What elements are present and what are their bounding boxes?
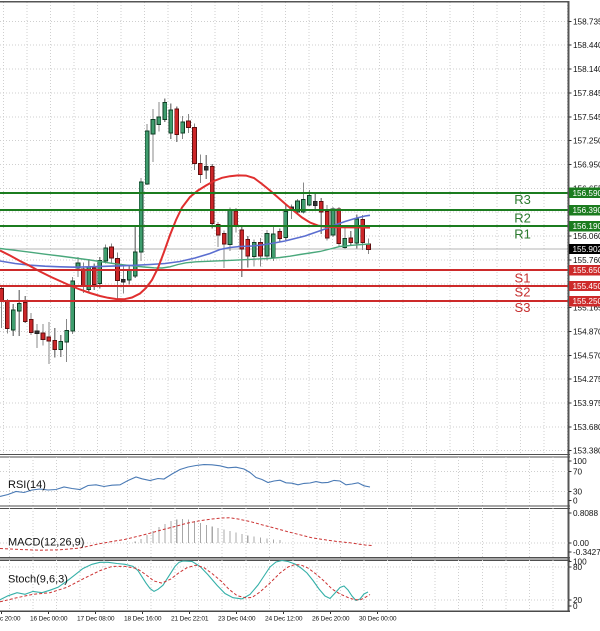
svg-text:24 Dec 12:00: 24 Dec 12:00 bbox=[265, 616, 303, 623]
svg-text:157.845: 157.845 bbox=[573, 89, 600, 98]
svg-text:100: 100 bbox=[573, 457, 587, 466]
svg-text:156.060: 156.060 bbox=[573, 232, 600, 241]
svg-text:S1: S1 bbox=[515, 271, 531, 286]
svg-text:155.450: 155.450 bbox=[573, 282, 600, 291]
svg-text:156.590: 156.590 bbox=[573, 189, 600, 198]
svg-text:154.570: 154.570 bbox=[573, 351, 600, 360]
svg-text:-0.3427: -0.3427 bbox=[573, 548, 600, 557]
svg-text:153.380: 153.380 bbox=[573, 447, 600, 456]
svg-text:155.650: 155.650 bbox=[573, 266, 600, 275]
svg-text:21 Dec 22:01: 21 Dec 22:01 bbox=[171, 616, 209, 623]
svg-text:26 Dec 20:00: 26 Dec 20:00 bbox=[312, 616, 350, 623]
svg-text:158.140: 158.140 bbox=[573, 65, 600, 74]
svg-text:0: 0 bbox=[573, 497, 578, 506]
svg-text:0.8088: 0.8088 bbox=[573, 509, 598, 518]
svg-text:158.735: 158.735 bbox=[573, 17, 600, 26]
svg-text:MACD(12,26,9): MACD(12,26,9) bbox=[8, 537, 84, 549]
svg-text:154.870: 154.870 bbox=[573, 327, 600, 336]
svg-text:0.00: 0.00 bbox=[573, 539, 589, 548]
svg-text:16 Dec 00:00: 16 Dec 00:00 bbox=[30, 616, 68, 623]
svg-text:R3: R3 bbox=[514, 192, 531, 207]
svg-text:70: 70 bbox=[573, 468, 583, 477]
svg-text:157.250: 157.250 bbox=[573, 137, 600, 146]
svg-text:155.760: 155.760 bbox=[573, 256, 600, 265]
svg-text:R2: R2 bbox=[514, 210, 531, 225]
svg-text:Stoch(9,6,3): Stoch(9,6,3) bbox=[8, 574, 68, 586]
svg-text:30 Dec 00:00: 30 Dec 00:00 bbox=[359, 616, 397, 623]
svg-text:154.275: 154.275 bbox=[573, 375, 600, 384]
svg-text:153.975: 153.975 bbox=[573, 399, 600, 408]
svg-text:80: 80 bbox=[573, 563, 583, 572]
svg-text:158.440: 158.440 bbox=[573, 41, 600, 50]
svg-text:30: 30 bbox=[573, 487, 583, 496]
svg-text:RSI(14): RSI(14) bbox=[8, 479, 46, 491]
svg-text:157.545: 157.545 bbox=[573, 113, 600, 122]
svg-text:17 Dec 08:00: 17 Dec 08:00 bbox=[77, 616, 115, 623]
svg-text:R1: R1 bbox=[514, 227, 531, 242]
svg-text:S2: S2 bbox=[515, 285, 531, 300]
svg-text:15 Dec 20:00: 15 Dec 20:00 bbox=[0, 616, 21, 623]
svg-text:S3: S3 bbox=[515, 300, 531, 315]
svg-text:156.190: 156.190 bbox=[573, 222, 600, 231]
svg-text:153.680: 153.680 bbox=[573, 423, 600, 432]
svg-text:155.250: 155.250 bbox=[573, 297, 600, 306]
svg-text:18 Dec 16:00: 18 Dec 16:00 bbox=[124, 616, 162, 623]
svg-text:156.950: 156.950 bbox=[573, 161, 600, 170]
svg-text:23 Dec 04:00: 23 Dec 04:00 bbox=[218, 616, 256, 623]
svg-text:156.390: 156.390 bbox=[573, 206, 600, 215]
svg-text:0: 0 bbox=[573, 602, 578, 611]
svg-text:155.902: 155.902 bbox=[573, 245, 600, 254]
